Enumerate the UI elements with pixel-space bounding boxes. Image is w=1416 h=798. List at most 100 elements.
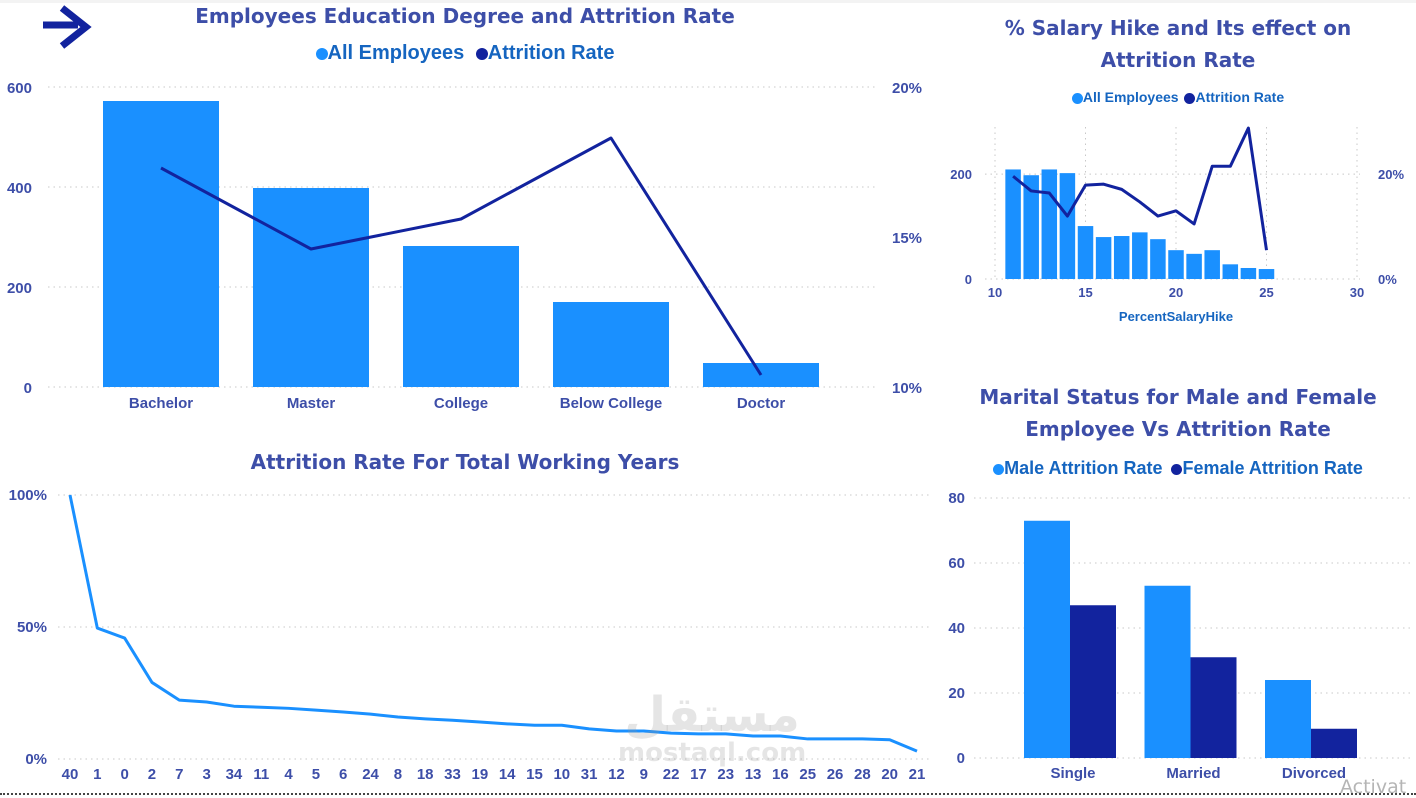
bar-all-employees [1113,236,1130,279]
watermark-arabic: مستقل [624,687,800,743]
y-right-tick-label: 20% [1378,167,1404,182]
x-tick-label: 25 [1259,285,1273,300]
x-tick-label: 25 [799,766,816,783]
arrow-right-icon[interactable] [40,2,92,52]
x-tick-label: 28 [854,766,871,783]
education-chart-title: Employees Education Degree and Attrition… [195,4,735,28]
salary-chart-title: % Salary Hike and Its effect on Attritio… [950,12,1406,76]
x-tick-label: 34 [226,766,243,783]
x-tick-label: 7 [175,766,183,783]
y-tick-label: 20 [948,685,965,702]
bar-all-employees [1240,267,1257,279]
legend-item-male-attrition[interactable]: Male Attrition Rate [993,458,1162,479]
x-tick-label: Married [1166,765,1220,782]
x-tick-label: 19 [471,766,488,783]
x-tick-label: 8 [394,766,402,783]
bar-female-attrition [1311,728,1357,758]
line-attrition-rate [160,136,763,376]
bar-male-attrition [1265,680,1311,758]
y-tick-label: 50% [17,619,47,636]
bar-male-attrition [1144,585,1191,758]
x-tick-label: Master [287,395,336,412]
x-tick-label: 13 [745,766,762,783]
legend-dot-icon [475,47,488,60]
x-tick-label: 11 [253,766,269,783]
marital-chart-title: Marital Status for Male and Female Emplo… [950,381,1406,445]
y-left-tick-label: 0 [965,272,972,287]
y-right-tick-label: 0% [1378,272,1397,287]
x-tick-label: 21 [909,766,926,783]
x-tick-label: 9 [640,766,648,783]
x-tick-label: 40 [62,766,79,783]
x-tick-label: 15 [1078,285,1092,300]
bar-all-employees [1005,169,1021,279]
marital-chart-legend: Male Attrition Rate Female Attrition Rat… [950,458,1406,479]
bar-all-employees [1222,264,1239,279]
x-tick-label: 20 [1169,285,1183,300]
x-tick-label: 24 [362,766,379,783]
x-tick-label: Below College [560,395,663,412]
y-left-tick-label: 200 [7,280,32,297]
x-tick-label: 5 [312,766,320,783]
legend-item-all-employees[interactable]: All Employees [1071,89,1179,105]
bar-all-employees [403,246,519,387]
legend-item-female-attrition[interactable]: Female Attrition Rate [1171,458,1363,479]
legend-item-attrition-rate[interactable]: Attrition Rate [475,42,614,65]
bar-all-employees [1023,175,1039,279]
line-attrition-rate [1012,126,1268,251]
bar-all-employees [1077,226,1094,279]
salary-chart-title-line-1: % Salary Hike and Its effect on [1004,16,1352,40]
line-attrition-rate [68,494,918,753]
legend-item-attrition-rate[interactable]: Attrition Rate [1184,89,1284,105]
x-tick-label: 26 [827,766,844,783]
y-right-tick-label: 15% [892,230,922,247]
x-tick-label: 20 [881,766,898,783]
y-left-tick-label: 200 [950,167,972,182]
x-tick-label: 3 [202,766,210,783]
x-tick-label: 16 [772,766,789,783]
x-tick-label: 18 [417,766,434,783]
x-axis-title: PercentSalaryHike [1119,309,1233,324]
bar-male-attrition [1024,520,1070,758]
x-tick-label: 15 [526,766,543,783]
y-tick-label: 0% [25,751,47,768]
legend-dot-icon [1171,463,1183,475]
bottom-divider [0,793,1416,795]
x-tick-label: 2 [148,766,156,783]
legend-item-all-employees[interactable]: All Employees [315,42,464,65]
salary-chart-title-line-2: Attrition Rate [1100,48,1256,72]
bar-all-employees [553,302,669,387]
x-tick-label: 10 [553,766,570,783]
bar-all-employees [1204,250,1220,279]
x-tick-label: 6 [339,766,347,783]
watermark-latin: mostaql.com [618,738,807,768]
bar-all-employees [253,188,369,387]
bar-all-employees [1150,239,1166,279]
x-tick-label: 31 [581,766,598,783]
watermark: مستقل mostaql.com [618,690,806,766]
y-left-tick-label: 400 [7,180,32,197]
x-tick-label: 4 [284,766,293,783]
bar-female-attrition [1190,657,1237,758]
y-tick-label: 40 [948,620,965,637]
bar-all-employees [103,101,219,387]
x-tick-label: 33 [444,766,461,783]
bar-all-employees [1132,232,1148,279]
bar-all-employees [1059,173,1076,279]
bar-all-employees [1186,253,1202,279]
legend-dot-icon [315,47,328,60]
activate-windows-overlay: Activat [1340,776,1407,798]
y-tick-label: 60 [948,555,965,572]
x-tick-label: 12 [608,766,625,783]
salary-chart-legend: All Employees Attrition Rate [1000,89,1356,105]
x-tick-label: 14 [499,766,516,783]
legend-dot-icon [1071,92,1083,104]
x-tick-label: 30 [1350,285,1364,300]
y-right-tick-label: 10% [892,380,922,397]
x-tick-label: 22 [663,766,680,783]
x-tick-label: 23 [717,766,734,783]
legend-dot-icon [1184,92,1196,104]
y-tick-label: 80 [948,490,965,507]
